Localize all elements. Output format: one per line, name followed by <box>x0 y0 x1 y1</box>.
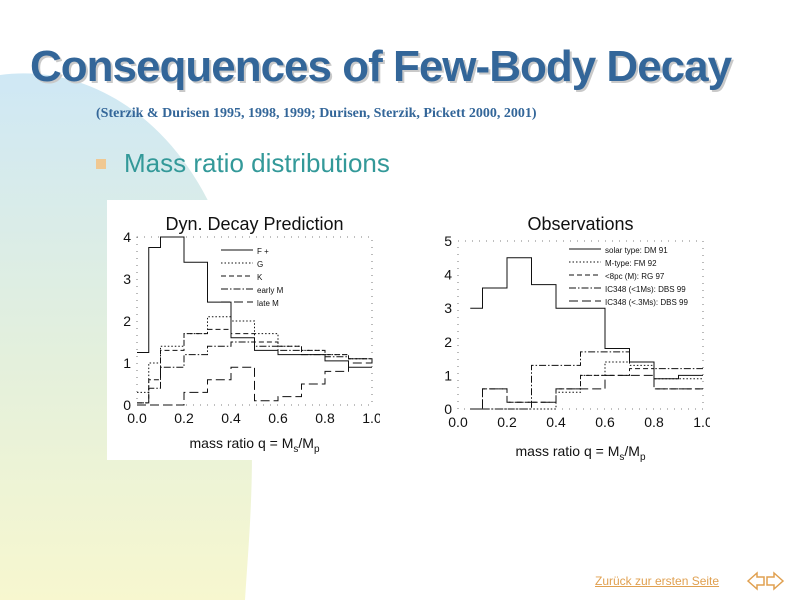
legend-label: <8pc (M): RG 97 <box>605 272 665 281</box>
slide-subtitle: (Sterzik & Durisen 1995, 1998, 1999; Dur… <box>96 106 537 121</box>
y-tick-label: 0 <box>123 397 131 413</box>
series-line-0 <box>470 257 703 380</box>
series-line-1 <box>470 361 703 410</box>
legend-label: K <box>257 273 263 282</box>
series-line-3 <box>470 351 703 410</box>
series-line-1 <box>137 316 372 393</box>
y-tick-label: 5 <box>444 233 452 249</box>
plot-frame <box>457 240 704 410</box>
x-tick-label: 0.8 <box>644 414 664 430</box>
y-tick-label: 4 <box>444 267 452 283</box>
legend-label: late M <box>257 299 279 308</box>
series-line-2 <box>470 368 703 410</box>
legend-label: IC348 (<1Ms): DBS 99 <box>605 285 686 294</box>
x-tick-label: 0.6 <box>268 410 288 426</box>
legend-label: solar type: DM 91 <box>605 246 668 255</box>
x-axis-label: mass ratio q = Ms/Mp <box>516 443 646 463</box>
series-line-3 <box>137 341 373 404</box>
slide-title: Consequences of Few-Body Decay <box>30 42 732 91</box>
y-tick-label: 2 <box>444 334 452 350</box>
x-tick-label: 0.6 <box>595 414 615 430</box>
legend-label: IC348 (<.3Ms): DBS 99 <box>605 298 688 307</box>
y-tick-label: 0 <box>444 401 452 417</box>
series-line-2 <box>137 328 372 404</box>
arrow-right-icon[interactable] <box>765 570 785 592</box>
y-tick-label: 1 <box>444 367 452 383</box>
arrow-left-icon[interactable] <box>746 570 766 592</box>
chart-svg-observations: Observations 0.0 0.2 0.4 0.6 0.8 1.0 0 1 2 3 4 5 mass… <box>444 214 710 463</box>
bullet-item: Mass ratio distributions <box>96 148 390 179</box>
legend-label: early M <box>257 286 284 295</box>
x-tick-label: 0.2 <box>174 410 194 426</box>
x-tick-label: 0.4 <box>221 410 241 426</box>
x-tick-label: 0.0 <box>448 414 468 430</box>
back-to-first-slide-link[interactable]: Zurück zur ersten Seite <box>595 574 720 588</box>
x-tick-label: 0.4 <box>546 414 566 430</box>
y-tick-label: 3 <box>123 271 131 287</box>
chart-dynamic-decay-prediction: Dyn. Decay Prediction 0.0 0.2 0.4 0.6 0.8 1.0 0… <box>107 200 380 460</box>
series-line-4 <box>137 358 373 406</box>
chart-title: Observations <box>527 214 633 234</box>
y-tick-label: 2 <box>123 313 131 329</box>
x-tick-label: 0.8 <box>315 410 335 426</box>
series-line-0 <box>137 236 372 368</box>
legend-label: G <box>257 260 263 269</box>
y-tick-label: 3 <box>444 300 452 316</box>
x-tick-label: 0.0 <box>127 410 147 426</box>
x-tick-label: 1.0 <box>693 414 710 430</box>
plot-frame <box>136 236 373 406</box>
square-bullet-icon <box>96 158 106 169</box>
legend-label: M-type: FM 92 <box>605 259 657 268</box>
x-tick-label: 1.0 <box>362 410 380 426</box>
x-axis-label: mass ratio q = Ms/Mp <box>190 435 320 455</box>
chart-svg-prediction: Dyn. Decay Prediction 0.0 0.2 0.4 0.6 0.8 1.0 0… <box>123 214 380 455</box>
x-tick-label: 0.2 <box>497 414 517 430</box>
chart-observations: Observations 0.0 0.2 0.4 0.6 0.8 1.0 0 1 2 3 4 5 mass… <box>425 208 710 470</box>
chart-title: Dyn. Decay Prediction <box>165 214 343 234</box>
bullet-text: Mass ratio distributions <box>124 148 390 178</box>
legend-label: F + <box>257 247 269 256</box>
series-line-4 <box>470 374 703 410</box>
y-tick-label: 1 <box>123 355 131 371</box>
y-tick-label: 4 <box>123 229 131 245</box>
